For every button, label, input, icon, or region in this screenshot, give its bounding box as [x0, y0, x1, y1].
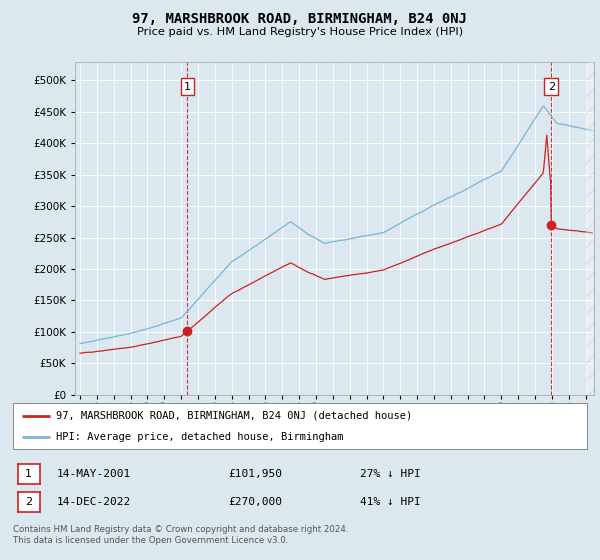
Text: 14-DEC-2022: 14-DEC-2022 [57, 497, 131, 507]
Text: 41% ↓ HPI: 41% ↓ HPI [360, 497, 421, 507]
Text: 2: 2 [548, 82, 555, 92]
Text: 97, MARSHBROOK ROAD, BIRMINGHAM, B24 0NJ: 97, MARSHBROOK ROAD, BIRMINGHAM, B24 0NJ [133, 12, 467, 26]
Text: £270,000: £270,000 [228, 497, 282, 507]
Text: 97, MARSHBROOK ROAD, BIRMINGHAM, B24 0NJ (detached house): 97, MARSHBROOK ROAD, BIRMINGHAM, B24 0NJ… [56, 410, 412, 421]
Text: 1: 1 [25, 469, 32, 479]
Text: 27% ↓ HPI: 27% ↓ HPI [360, 469, 421, 479]
Text: 2: 2 [25, 497, 32, 507]
Text: Contains HM Land Registry data © Crown copyright and database right 2024.
This d: Contains HM Land Registry data © Crown c… [13, 525, 349, 545]
Text: Price paid vs. HM Land Registry's House Price Index (HPI): Price paid vs. HM Land Registry's House … [137, 27, 463, 38]
Text: 14-MAY-2001: 14-MAY-2001 [57, 469, 131, 479]
Text: 1: 1 [184, 82, 191, 92]
Text: £101,950: £101,950 [228, 469, 282, 479]
Text: HPI: Average price, detached house, Birmingham: HPI: Average price, detached house, Birm… [56, 432, 344, 442]
